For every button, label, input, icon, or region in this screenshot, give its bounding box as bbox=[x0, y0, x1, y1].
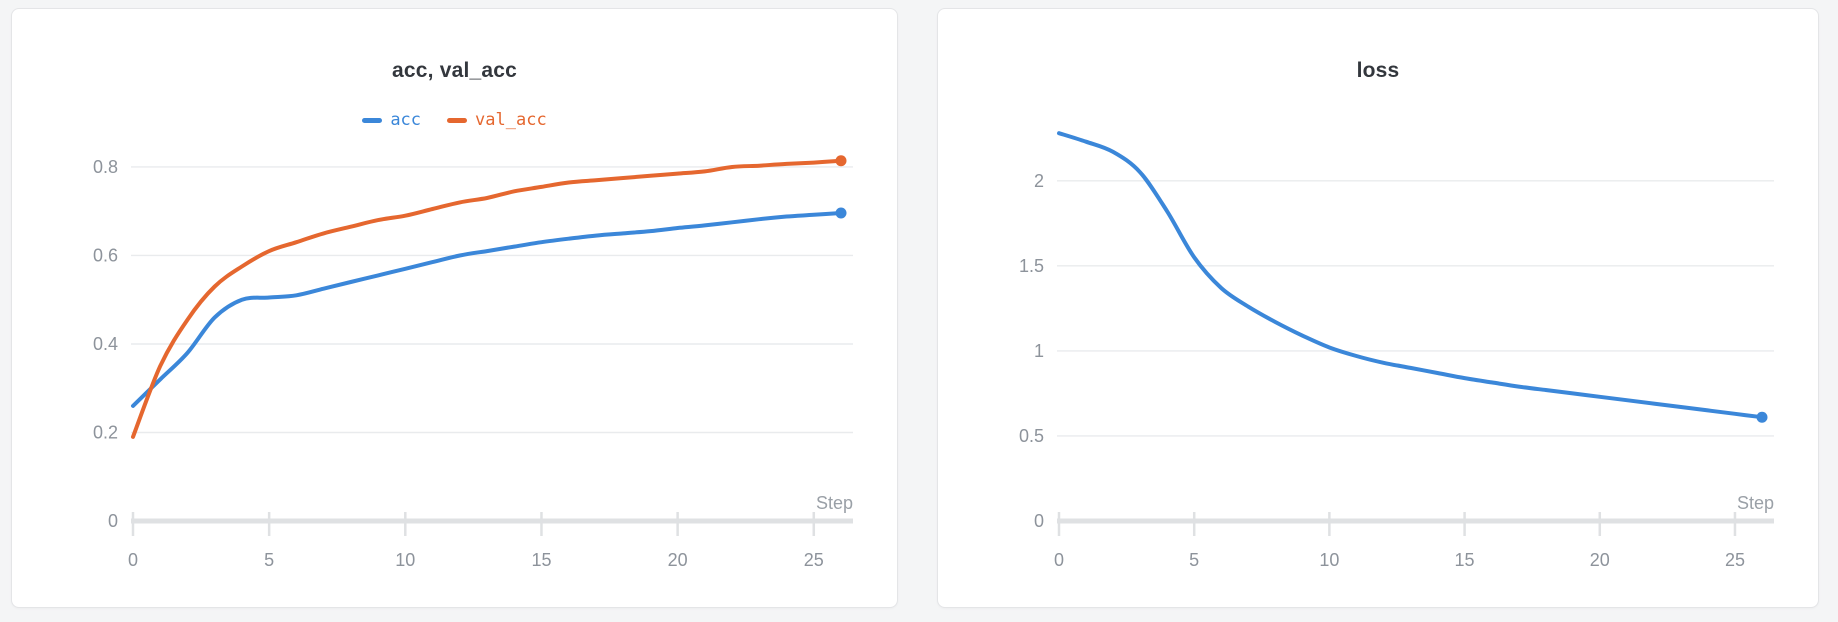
panel-acc-val-acc[interactable]: 0 0.2 0.4 0.6 0.8 0 5 10 15 20 25 Step acc, val_acc… bbox=[11, 8, 898, 608]
axes: 0 0.2 0.4 0.6 0.8 0 5 10 15 20 25 Step bbox=[93, 157, 853, 570]
y-tick-label: 0.8 bbox=[93, 157, 118, 177]
x-tick-label: 10 bbox=[1319, 550, 1339, 570]
x-tick-label: 5 bbox=[1189, 550, 1199, 570]
chart-title: loss bbox=[1356, 59, 1400, 82]
legend-item-acc: acc bbox=[362, 110, 421, 130]
y-tick-label: 0.4 bbox=[93, 334, 118, 354]
series-line-acc bbox=[131, 211, 843, 408]
series-line-loss bbox=[1057, 131, 1764, 420]
chart-title: acc, val_acc bbox=[391, 59, 518, 82]
series-endpoint-loss bbox=[1756, 411, 1768, 423]
x-axis-title: Step bbox=[816, 493, 853, 513]
y-tick-label: 0.5 bbox=[1019, 426, 1044, 446]
legend-swatch bbox=[362, 117, 383, 123]
x-tick-label: 15 bbox=[1455, 550, 1475, 570]
acc-val-acc-line-chart[interactable]: 0 0.2 0.4 0.6 0.8 0 5 10 15 20 25 Step bbox=[12, 9, 897, 607]
x-tick-label: 10 bbox=[395, 550, 415, 570]
y-tick-label: 0 bbox=[1034, 511, 1044, 531]
y-tick-label: 2 bbox=[1034, 171, 1044, 191]
chart-legend: acc val_acc bbox=[12, 110, 897, 130]
x-axis-title: Step bbox=[1737, 493, 1774, 513]
series-endpoint-val_acc bbox=[835, 155, 847, 167]
series-line-val_acc bbox=[131, 158, 843, 439]
x-tick-label: 20 bbox=[1590, 550, 1610, 570]
y-tick-label: 1 bbox=[1034, 341, 1044, 361]
series-endpoint-acc bbox=[835, 207, 847, 219]
y-tick-label: 0.2 bbox=[93, 422, 118, 442]
charts-row: 0 0.2 0.4 0.6 0.8 0 5 10 15 20 25 Step acc, val_acc… bbox=[11, 8, 1819, 608]
x-tick-label: 0 bbox=[128, 550, 138, 570]
legend-label: acc bbox=[390, 110, 422, 130]
panel-loss[interactable]: 0 0.5 1 1.5 2 0 5 10 15 20 25 Step loss bbox=[937, 8, 1819, 608]
x-tick-label: 0 bbox=[1054, 550, 1064, 570]
x-tick-label: 25 bbox=[804, 550, 824, 570]
y-tick-label: 1.5 bbox=[1019, 256, 1044, 276]
y-tick-label: 0 bbox=[108, 511, 118, 531]
legend-item-val_acc: val_acc bbox=[447, 110, 547, 130]
x-tick-label: 15 bbox=[531, 550, 551, 570]
x-tick-label: 25 bbox=[1725, 550, 1745, 570]
legend-swatch bbox=[447, 117, 468, 123]
x-tick-label: 20 bbox=[668, 550, 688, 570]
y-tick-label: 0.6 bbox=[93, 245, 118, 265]
x-tick-label: 5 bbox=[264, 550, 274, 570]
gridlines bbox=[1057, 180, 1774, 437]
legend-label: val_acc bbox=[475, 110, 547, 130]
